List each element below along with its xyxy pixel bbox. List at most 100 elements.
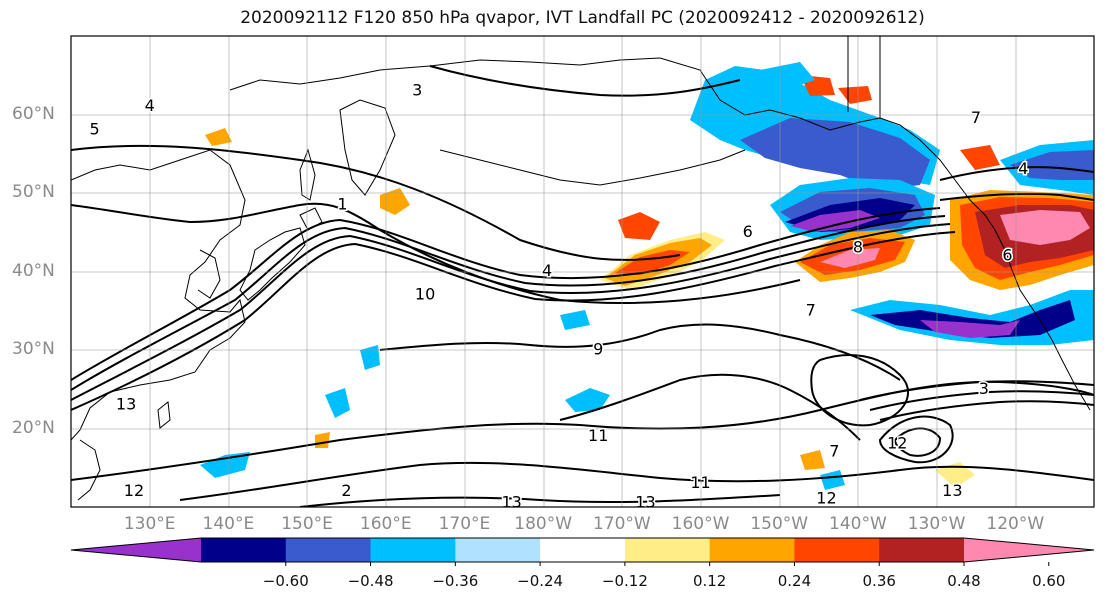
shade-negative-tropic-5 (560, 310, 590, 330)
contour-arctic (429, 65, 741, 97)
contour-label: 7 (971, 108, 981, 127)
contour-low-1 (878, 415, 954, 464)
colorbar-tick-label: 0.36 (862, 572, 896, 590)
lon-label: 160°E (359, 514, 412, 534)
colorbar-outline (70, 537, 1095, 563)
coast-philippines (77, 439, 101, 501)
contour-label: 6 (1002, 245, 1012, 264)
shade-negative-bering (760, 62, 815, 90)
contour-subtrop-2 (559, 373, 861, 441)
contour-ne-1 (939, 166, 1094, 181)
shade-negative-tropic-6 (820, 470, 845, 490)
coast-sakhalin (299, 148, 316, 201)
shade-negative-gulf (740, 118, 930, 190)
lon-label: 170°W (592, 514, 651, 534)
colorbar-swatch (540, 538, 626, 562)
contour-label: 10 (415, 285, 435, 304)
lat-label: 30°N (12, 339, 55, 359)
contour-label: 12 (816, 489, 836, 508)
coast-taiwan (157, 401, 171, 429)
contour-jet-1 (71, 207, 941, 381)
coast-asia-east (71, 149, 246, 441)
shade-positive-tropic-1 (800, 450, 825, 470)
colorbar-swatch (285, 538, 372, 562)
shade-positive-ne (960, 145, 1000, 170)
contour-label: 4 (145, 96, 155, 115)
shade-negative-tropic-2 (200, 452, 250, 478)
contour-east-jet-3 (879, 400, 1094, 421)
shade-negative-south-dark (870, 300, 1075, 338)
lon-label: 150°E (281, 514, 333, 534)
contour-label: 4 (1018, 159, 1028, 178)
colorbar-tick-label: −0.60 (262, 572, 309, 590)
colorbar-extend-low (71, 538, 201, 562)
contour-jet-5 (71, 202, 801, 305)
colorbar-tick-label: −0.48 (347, 572, 394, 590)
contour-south-3 (299, 494, 781, 507)
coast-korea (197, 249, 221, 299)
colorbar-swatch (201, 538, 287, 562)
lon-label: 130°E (123, 514, 176, 534)
shade-positive-tropic-5 (935, 462, 975, 488)
gridlines (71, 36, 1094, 507)
contour-label: 6 (743, 222, 753, 241)
shade-negative-tropic-4 (360, 345, 380, 370)
contour-label: 13 (501, 493, 521, 512)
colorbar-extend-high (964, 538, 1094, 562)
colorbar-tick-label: −0.24 (517, 572, 564, 590)
contour-label: 3 (412, 80, 422, 99)
lon-label: 140°E (202, 514, 255, 534)
lon-label: 130°W (907, 514, 966, 534)
lon-label: 150°W (750, 514, 809, 534)
contour-label: 5 (90, 120, 100, 139)
coastlines (71, 36, 1091, 501)
shade-negative-tropic-3 (325, 388, 350, 418)
colorbar-swatch (879, 538, 965, 562)
lon-label: 180°W (514, 514, 573, 534)
colorbar-tick-label: 0.12 (692, 572, 727, 590)
colorbar (70, 537, 1095, 566)
contour-jet-2 (71, 215, 946, 391)
coast-kamchatka (339, 99, 396, 196)
colorbar-swatch (709, 538, 795, 562)
contour-label: 13 (942, 481, 962, 500)
colorbar-tick-label: 0.48 (947, 572, 981, 590)
shade-positive-alaska-north-2 (838, 86, 872, 104)
shade-positive-jet-north (618, 212, 660, 240)
contour-subtrop-1 (379, 323, 901, 381)
map-frame (70, 35, 1095, 508)
lon-label: 140°W (829, 514, 887, 534)
shade-negative-tropic-1 (565, 388, 610, 412)
coast-japan (239, 227, 306, 301)
colorbar-swatch (794, 538, 880, 562)
contour-jet-3 (71, 223, 951, 401)
colorbar-tick-label: −0.12 (601, 572, 648, 590)
coast-na-west (1004, 249, 1091, 411)
coast-alaska-w (659, 57, 881, 131)
contour-label: 12 (124, 481, 144, 500)
coast-alaska-panhandle (879, 117, 1006, 251)
lat-label: 40°N (12, 260, 55, 281)
lon-label: 170°E (438, 514, 491, 534)
contour-low-2 (893, 427, 942, 457)
coast-siberia (229, 57, 661, 91)
contour-label: 9 (593, 340, 603, 359)
contour-south-2 (179, 461, 1094, 501)
shade-negative-core-purple (790, 210, 880, 232)
lon-label: 120°W (986, 514, 1045, 534)
shading-layer (200, 62, 1094, 490)
contour-jet-4 (71, 231, 956, 411)
contour-north-1 (71, 144, 681, 261)
lat-label: 50°N (12, 182, 55, 202)
shade-negative-bc-dark (1010, 150, 1094, 180)
contour-east-jet-1 (859, 380, 1094, 401)
contour-label: 7 (806, 300, 816, 319)
shade-positive-tropic-2 (315, 432, 330, 448)
colorbar-tick-label: 0.60 (1032, 572, 1066, 590)
colorbar-swatch (455, 538, 541, 562)
contour-label: 13 (635, 493, 655, 512)
contour-lines (71, 65, 1094, 507)
shade-positive-tropic-4 (380, 188, 410, 215)
